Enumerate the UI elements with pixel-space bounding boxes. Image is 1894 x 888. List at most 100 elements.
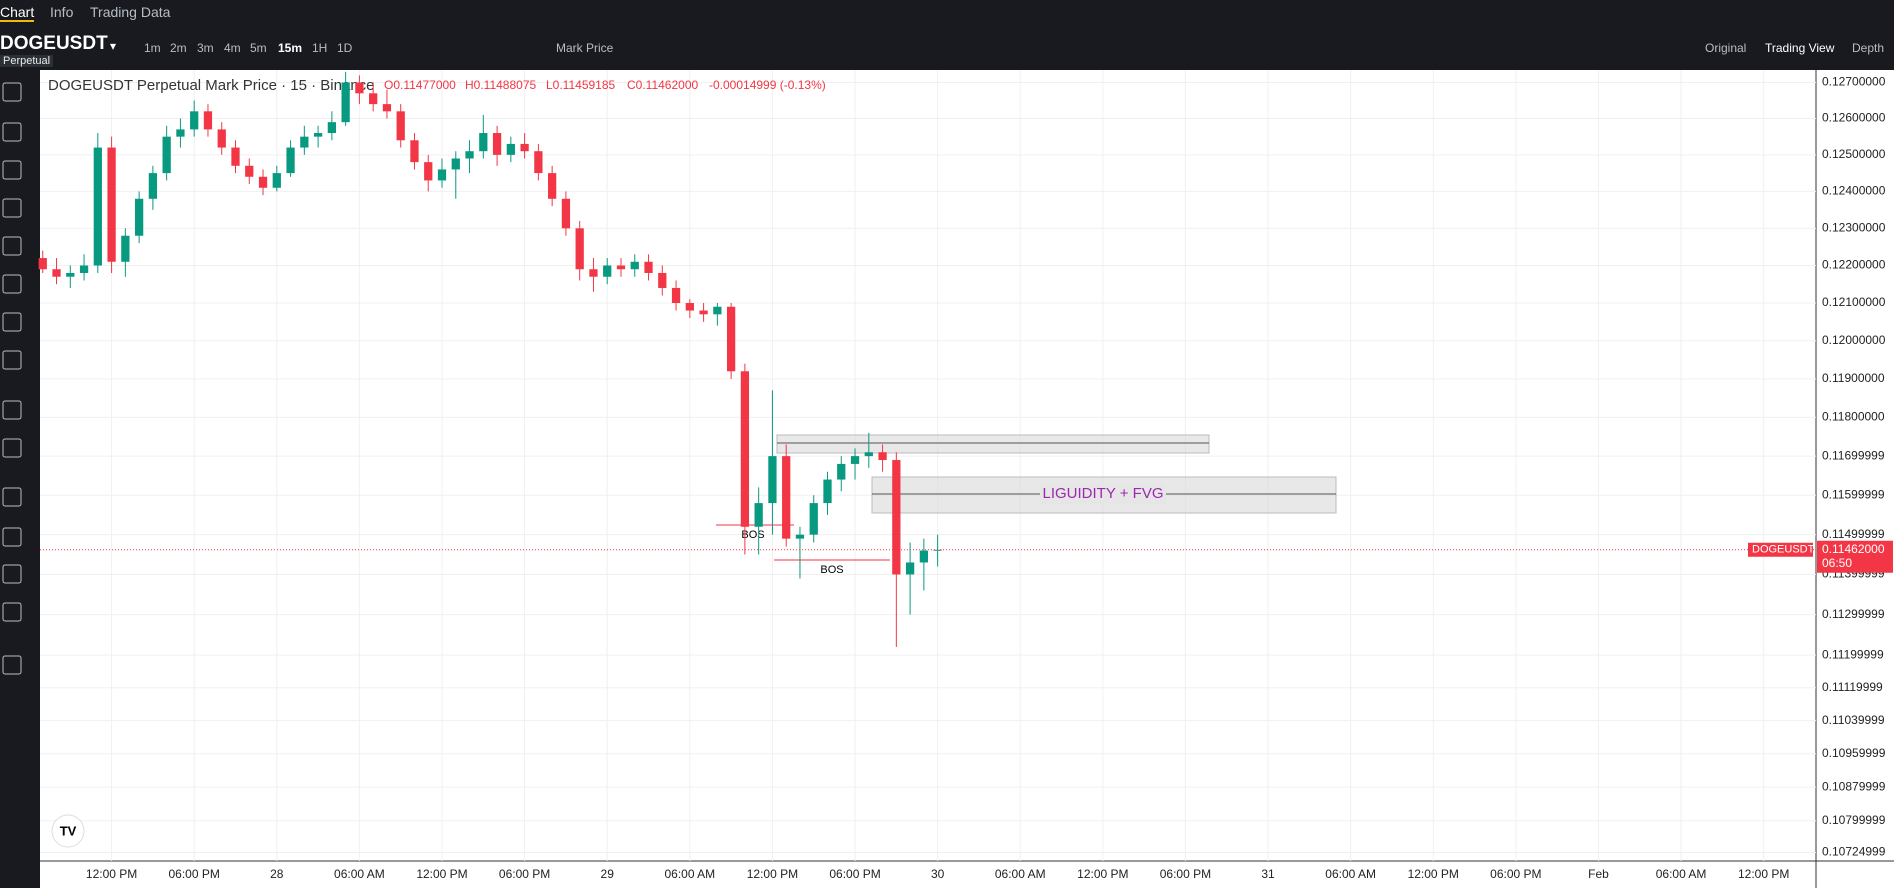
y-tick-label: 0.12700000 <box>1822 75 1886 89</box>
candle-body <box>300 136 309 148</box>
candle-body <box>534 151 543 174</box>
candle-body <box>603 265 612 277</box>
candle-body <box>396 111 405 141</box>
candle-body <box>134 198 144 236</box>
interval[interactable]: 1D <box>337 41 353 55</box>
candle-body <box>823 479 832 504</box>
dropdown[interactable]: ▾ <box>110 39 117 53</box>
annotation: BOS <box>741 529 764 541</box>
interval[interactable]: 3m <box>197 41 214 55</box>
candle-body <box>575 228 584 270</box>
y-tick-label: 0.11800000 <box>1822 410 1885 424</box>
label-bg <box>1040 484 1166 504</box>
tab[interactable]: Chart <box>0 4 35 22</box>
candle-body <box>561 198 571 229</box>
candle-body <box>272 173 281 188</box>
candle-body <box>754 503 763 527</box>
y-tick-label: 0.12100000 <box>1822 295 1886 309</box>
candle-body <box>671 287 681 303</box>
candle-body <box>837 463 846 480</box>
view[interactable]: Depth <box>1852 41 1885 55</box>
candle-body <box>424 162 433 181</box>
candle-body <box>217 129 226 148</box>
candle-body <box>52 269 61 277</box>
toolbar: DOGEUSDT ▾ Perpetual 1m 2m 3m 4m 5m 15m … <box>0 27 1894 70</box>
zone <box>871 476 1337 514</box>
y-tick-label: 0.11199999 <box>1822 647 1884 661</box>
candle-body <box>809 503 818 535</box>
candle-body <box>492 133 502 155</box>
candle-body <box>148 173 158 199</box>
symbol[interactable]: DOGEUSDT <box>0 33 108 54</box>
interval[interactable]: 1H <box>312 41 328 55</box>
legend-close: C0.11462000 <box>627 78 699 92</box>
y-tick-label: 0.12000000 <box>1822 333 1886 347</box>
y-tick-label: 0.11299999 <box>1822 607 1885 621</box>
x-tick-label: 06:00 PM <box>499 867 550 881</box>
x-tick-label: 12:00 PM <box>1408 867 1459 881</box>
annotation: BOS <box>820 564 843 576</box>
tab[interactable]: Trading Data <box>90 4 171 20</box>
y-tick-label: 0.11499999 <box>1822 527 1885 541</box>
legend-high: H0.11488075 <box>465 78 537 92</box>
candle-body <box>713 306 722 315</box>
interval[interactable]: 1m <box>144 41 161 55</box>
logo[interactable] <box>51 814 85 848</box>
drawing-tools <box>0 70 40 888</box>
legend-low: L0.11459185 <box>546 78 616 92</box>
candle-body <box>795 534 805 539</box>
candle-body <box>644 261 653 273</box>
x-tick-label: 31 <box>1261 867 1275 881</box>
candle-body <box>93 147 102 266</box>
view[interactable]: Trading View <box>1765 41 1835 55</box>
contract-type: Perpetual <box>0 55 54 67</box>
price-type[interactable]: Mark Price <box>556 41 614 55</box>
candle-body <box>79 265 89 273</box>
candle-body <box>864 452 873 457</box>
y-tick-label: 0.11599999 <box>1822 487 1885 501</box>
interval[interactable]: 15m <box>278 41 303 55</box>
candle-body <box>176 129 185 137</box>
legend-change: -0.00014999 (-0.13%) <box>709 78 826 92</box>
y-tick-label: 0.11900000 <box>1822 371 1885 385</box>
logo-mark: TV <box>60 823 77 838</box>
candle-body <box>630 261 639 270</box>
candle-body <box>437 169 447 181</box>
y-tick-label: 0.10724999 <box>1822 845 1886 859</box>
x-tick-label: 06:00 PM <box>829 867 880 881</box>
interval[interactable]: 4m <box>224 41 241 55</box>
x-tick-label: 06:00 AM <box>334 867 385 881</box>
candle-body <box>658 272 667 288</box>
y-tick-label: 0.10879999 <box>1822 779 1886 793</box>
countdown: 06:50 <box>1822 556 1852 570</box>
candle-body <box>286 147 295 174</box>
candle-body <box>589 269 598 277</box>
interval[interactable]: 2m <box>170 41 187 55</box>
x-tick-label: 06:00 AM <box>995 867 1046 881</box>
last-price-label: 0.11462000 <box>1822 542 1885 556</box>
x-tick-label: 06:00 AM <box>664 867 715 881</box>
candle-body <box>451 158 460 170</box>
candle-body <box>245 165 254 177</box>
annotation: LIGUIDITY + FVG <box>1042 485 1163 502</box>
price-tag-bg <box>1817 540 1893 573</box>
top-bar: Chart Info Trading Data <box>0 0 1894 28</box>
x-tick-label: 06:00 PM <box>1490 867 1541 881</box>
candle-body <box>726 306 736 372</box>
y-tick-label: 0.11119999 <box>1822 680 1883 694</box>
y-tick-label: 0.11399999 <box>1822 567 1885 581</box>
candle-body <box>107 147 116 262</box>
candle-body <box>341 82 350 123</box>
x-tick-label: 12:00 PM <box>1738 867 1789 881</box>
candle-body <box>850 456 860 464</box>
y-tick-label: 0.10799999 <box>1822 813 1886 827</box>
view[interactable]: Original <box>1705 41 1747 55</box>
candle-body <box>699 310 708 315</box>
x-tick-label: 28 <box>270 867 284 881</box>
tab[interactable]: Info <box>50 4 74 20</box>
chart-title: DOGEUSDT Perpetual Mark Price · 15 · Bin… <box>48 77 375 94</box>
y-tick-label: 0.10959999 <box>1822 746 1886 760</box>
interval[interactable]: 5m <box>250 41 267 55</box>
candle-body <box>933 549 942 551</box>
